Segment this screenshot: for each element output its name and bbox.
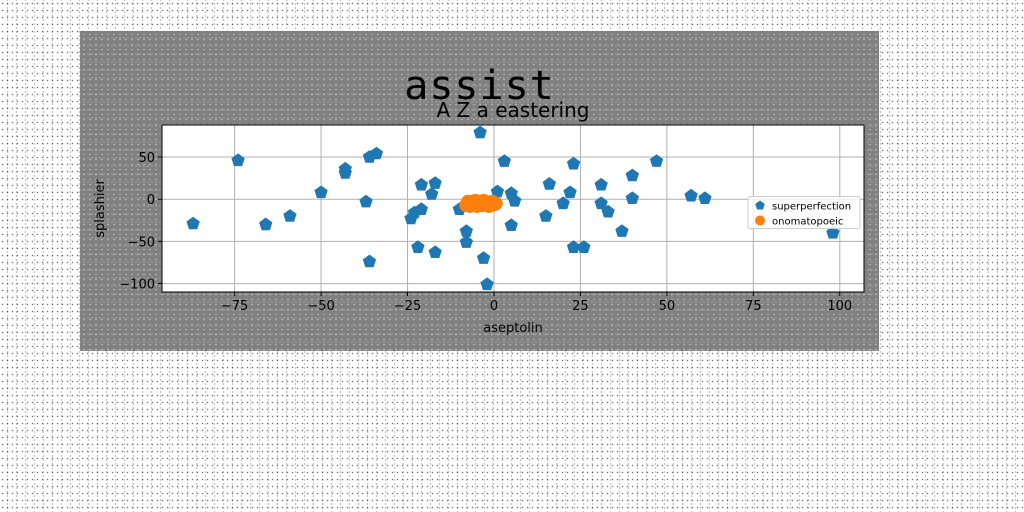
x-tick-label: −50 xyxy=(307,299,334,314)
x-tick-label: 25 xyxy=(572,299,589,314)
x-tick-label: −25 xyxy=(394,299,421,314)
data-point xyxy=(314,185,328,199)
data-point xyxy=(684,188,698,202)
chart-title: A Z a eastering xyxy=(437,98,590,122)
data-point xyxy=(481,198,496,213)
data-point xyxy=(508,193,522,207)
data-point xyxy=(615,224,629,237)
data-point xyxy=(411,240,425,253)
data-point xyxy=(473,125,487,139)
y-tick-label: −50 xyxy=(128,235,155,250)
legend: superperfection onomatopoeic xyxy=(747,196,861,229)
data-point xyxy=(577,240,591,253)
data-point xyxy=(497,154,511,167)
data-point xyxy=(649,154,664,167)
data-point xyxy=(539,209,553,222)
data-point xyxy=(231,153,245,167)
data-point xyxy=(826,226,840,239)
figure-title: assist xyxy=(404,63,555,109)
x-tick-label: 0 xyxy=(490,299,498,314)
data-point xyxy=(459,235,473,248)
figure-canvas: assist A Z a eastering −75 −50 −25 0 25 50 75 1… xyxy=(80,31,879,351)
x-tick-label: 75 xyxy=(745,299,762,314)
y-axis-label: splashier xyxy=(93,179,108,238)
y-tick-label: 0 xyxy=(147,193,155,208)
x-tick-label: 100 xyxy=(827,299,852,314)
legend-label: onomatopoeic xyxy=(772,217,843,228)
data-point xyxy=(625,191,639,204)
data-point xyxy=(459,224,473,237)
data-point xyxy=(566,240,581,253)
axis-ticks: −75 −50 −25 0 25 50 75 100 50 0 −50 −100 xyxy=(119,151,852,314)
x-axis-label: aseptolin xyxy=(483,321,543,336)
data-point xyxy=(414,177,428,191)
data-points xyxy=(186,125,840,291)
data-point xyxy=(283,209,297,222)
scatter-chart: A Z a eastering −75 −50 −25 0 25 50 75 100 50 0 −5… xyxy=(93,98,865,336)
plot-area xyxy=(162,125,864,292)
x-tick-label: 50 xyxy=(659,299,676,314)
data-point xyxy=(259,217,273,231)
data-point xyxy=(362,254,377,268)
data-point xyxy=(428,176,442,189)
data-point xyxy=(601,204,615,218)
legend-box xyxy=(747,196,861,229)
data-point xyxy=(594,196,608,210)
data-point xyxy=(542,177,556,190)
legend-marker xyxy=(755,215,765,226)
data-point xyxy=(359,194,373,208)
data-point xyxy=(186,216,200,230)
data-point xyxy=(476,251,491,264)
data-point xyxy=(480,277,494,291)
y-tick-label: −100 xyxy=(119,278,155,293)
x-tick-label: −75 xyxy=(221,299,248,314)
legend-marker xyxy=(755,200,765,210)
data-point xyxy=(556,196,570,210)
data-point xyxy=(594,177,608,191)
data-point xyxy=(504,218,518,231)
data-point xyxy=(698,191,712,204)
y-tick-label: 50 xyxy=(138,151,155,166)
data-point xyxy=(563,185,577,199)
plot-frame xyxy=(161,124,865,293)
data-point xyxy=(414,202,428,215)
data-point xyxy=(369,146,384,160)
legend-label: superperfection xyxy=(772,202,851,213)
data-point xyxy=(338,166,352,179)
data-point xyxy=(566,156,581,170)
data-point xyxy=(425,187,439,200)
data-point xyxy=(625,168,639,182)
data-point xyxy=(490,184,505,198)
data-point xyxy=(428,245,442,258)
